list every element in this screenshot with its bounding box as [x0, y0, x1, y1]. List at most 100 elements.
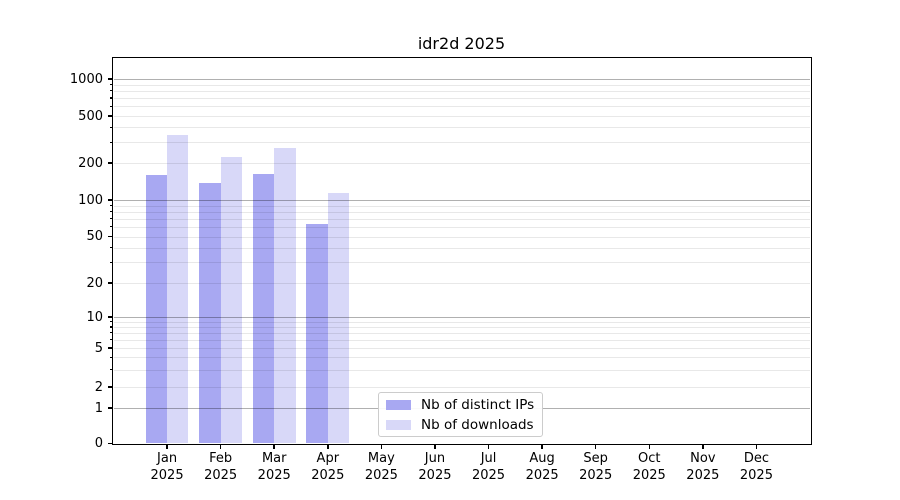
legend-label: Nb of downloads [421, 416, 534, 433]
y-minor-tick-mark [109, 126, 113, 128]
legend-swatch-distinct-ips [386, 399, 411, 410]
gridline-minor [113, 98, 810, 100]
gridline-major [113, 317, 810, 318]
x-tick-year: 2025 [364, 467, 398, 483]
y-minor-tick-mark [109, 369, 113, 371]
x-tick-year: 2025 [204, 467, 238, 483]
bar-downloads-feb [220, 156, 243, 444]
y-tick-label: 500 [78, 108, 103, 124]
x-tick-month: Jan [157, 451, 178, 466]
gridline-minor [113, 247, 810, 249]
gridline-minor [113, 387, 810, 388]
y-minor-tick-mark [109, 261, 113, 263]
x-tick-mark [755, 445, 758, 449]
x-tick-mark [487, 445, 490, 449]
gridline-minor [113, 226, 810, 228]
x-tick-mark [219, 445, 222, 449]
y-minor-tick-mark [109, 356, 113, 359]
y-minor-tick-mark [109, 105, 113, 107]
gridline-minor [113, 262, 810, 264]
y-tick-label: 200 [78, 155, 103, 171]
y-tick-mark [107, 78, 113, 80]
y-minor-tick-mark [109, 339, 113, 341]
gridline-major [113, 200, 810, 201]
x-tick-mark [434, 445, 436, 449]
gridline-minor [113, 211, 810, 213]
gridline-minor [113, 116, 810, 117]
x-tick-year: 2025 [686, 467, 720, 483]
x-tick-mark [541, 445, 543, 449]
gridline-minor [113, 84, 810, 86]
gridline-minor [113, 142, 810, 144]
x-tick-label-oct: Oct 2025 [617, 451, 681, 484]
x-tick-year: 2025 [418, 467, 452, 483]
gridline-minor [113, 283, 810, 284]
x-tick-year: 2025 [257, 467, 291, 483]
gridline-major [113, 79, 810, 80]
bar-downloads-mar [274, 147, 296, 444]
x-tick-year: 2025 [632, 467, 666, 483]
x-tick-year: 2025 [471, 467, 506, 483]
x-tick-year: 2025 [150, 467, 184, 483]
y-minor-tick-mark [109, 84, 113, 86]
y-minor-tick-mark [109, 226, 113, 228]
x-tick-month: Jul [480, 451, 497, 466]
legend-swatch-downloads [386, 419, 411, 430]
x-tick-label-may: May 2025 [349, 451, 413, 484]
gridline-minor [113, 218, 810, 220]
bar-distinct-ips-mar [252, 173, 275, 444]
x-tick-mark [273, 445, 275, 449]
y-minor-tick-mark [109, 204, 113, 207]
gridline-minor [113, 348, 810, 349]
y-minor-tick-mark [109, 90, 113, 92]
gridline-minor [113, 332, 810, 334]
x-tick-month: Nov [690, 451, 716, 466]
y-tick-label: 2 [94, 379, 103, 395]
x-tick-mark [702, 445, 704, 449]
y-tick-label: 1 [94, 400, 103, 416]
x-tick-month: May [367, 451, 395, 466]
y-tick-mark [107, 386, 113, 388]
legend-label: Nb of distinct IPs [421, 396, 535, 413]
y-tick-label: 5 [94, 340, 103, 356]
y-tick-mark [107, 162, 113, 164]
gridline-minor [113, 321, 810, 323]
x-tick-month: Mar [261, 451, 287, 466]
x-tick-month: Apr [316, 451, 340, 466]
legend: Nb of distinct IPs Nb of downloads [378, 392, 543, 437]
y-minor-tick-mark [109, 97, 113, 99]
gridline-minor [113, 205, 810, 207]
y-tick-label: 100 [78, 192, 103, 208]
y-tick-mark [107, 407, 113, 409]
y-minor-tick-mark [109, 321, 113, 323]
bar-downloads-jan [167, 135, 189, 444]
y-minor-tick-mark [109, 141, 113, 143]
bar-downloads-apr [327, 193, 350, 444]
x-tick-label-apr: Apr 2025 [296, 451, 360, 484]
y-tick-label: 0 [94, 436, 103, 451]
gridline-minor [113, 106, 810, 108]
gridline-minor [113, 357, 810, 359]
y-minor-tick-mark [109, 211, 113, 213]
x-tick-label-mar: Mar 2025 [242, 451, 306, 484]
gridline-minor [113, 339, 810, 341]
gridline-minor [113, 127, 810, 129]
x-tick-label-nov: Nov 2025 [671, 451, 735, 484]
chart-title: idr2d 2025 [417, 34, 506, 53]
y-tick-mark [107, 115, 113, 117]
y-tick-label: 50 [86, 229, 103, 244]
legend-row: Nb of distinct IPs [386, 396, 542, 413]
x-tick-mark [594, 445, 597, 449]
y-tick-mark [107, 442, 113, 445]
y-tick-mark [107, 347, 113, 349]
y-minor-tick-mark [109, 218, 113, 220]
bar-distinct-ips-apr [306, 224, 328, 444]
gridline-minor [113, 369, 810, 371]
y-tick-label: 1000 [69, 71, 103, 87]
y-tick-mark [107, 199, 113, 201]
gridline-minor [113, 90, 810, 92]
x-tick-month: Oct [638, 451, 661, 466]
y-tick-label: 20 [86, 275, 103, 291]
y-minor-tick-mark [109, 247, 113, 249]
